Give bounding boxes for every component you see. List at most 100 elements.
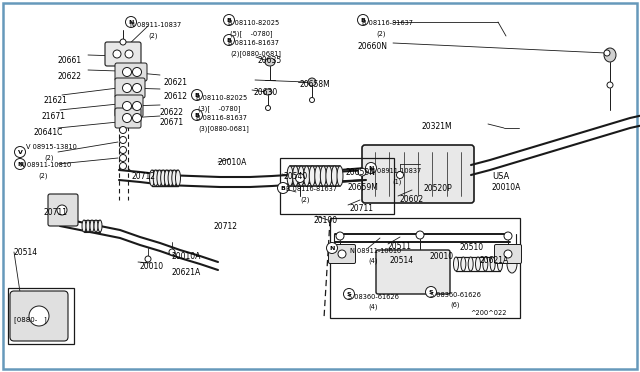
- Circle shape: [365, 163, 376, 173]
- Ellipse shape: [287, 166, 293, 186]
- FancyBboxPatch shape: [115, 95, 143, 117]
- Text: 20660N: 20660N: [358, 42, 388, 51]
- Ellipse shape: [483, 257, 488, 271]
- Text: (1): (1): [392, 178, 401, 185]
- FancyBboxPatch shape: [115, 63, 147, 81]
- Circle shape: [122, 113, 131, 122]
- Ellipse shape: [298, 166, 304, 186]
- Text: B 08110-82025: B 08110-82025: [228, 20, 279, 26]
- Circle shape: [191, 109, 202, 121]
- Circle shape: [125, 50, 133, 58]
- Bar: [280, 158, 394, 214]
- Ellipse shape: [332, 166, 337, 186]
- Circle shape: [426, 286, 436, 298]
- Text: B 08110-82025: B 08110-82025: [196, 95, 247, 101]
- Circle shape: [326, 243, 337, 253]
- Text: N: N: [330, 246, 335, 250]
- Text: (3)[0880-0681]: (3)[0880-0681]: [198, 125, 249, 132]
- FancyBboxPatch shape: [10, 291, 68, 341]
- Text: 20010: 20010: [430, 252, 454, 261]
- Text: 20661: 20661: [58, 56, 82, 65]
- Text: 20010: 20010: [140, 262, 164, 271]
- Ellipse shape: [157, 170, 162, 186]
- Circle shape: [416, 231, 424, 239]
- Text: 20321M: 20321M: [422, 122, 452, 131]
- Text: 20659N: 20659N: [346, 168, 376, 177]
- Text: 20635: 20635: [258, 56, 282, 65]
- Text: (3)[    -0780]: (3)[ -0780]: [198, 105, 241, 112]
- Ellipse shape: [175, 170, 180, 186]
- Ellipse shape: [476, 257, 481, 271]
- Text: 20520P: 20520P: [424, 184, 452, 193]
- Circle shape: [120, 147, 127, 154]
- Text: (5)[    -0780]: (5)[ -0780]: [230, 30, 273, 37]
- FancyBboxPatch shape: [105, 42, 141, 66]
- Text: V 08915-13810: V 08915-13810: [26, 144, 77, 150]
- Text: (2): (2): [44, 154, 54, 160]
- Text: 20511: 20511: [388, 242, 412, 251]
- Text: B: B: [195, 112, 200, 118]
- Text: S: S: [429, 289, 433, 295]
- Text: (2): (2): [376, 30, 385, 36]
- Ellipse shape: [321, 166, 326, 186]
- Text: (2): (2): [148, 32, 157, 38]
- FancyBboxPatch shape: [48, 194, 78, 226]
- Text: 20010A: 20010A: [492, 183, 522, 192]
- FancyBboxPatch shape: [115, 78, 145, 98]
- Ellipse shape: [161, 170, 166, 186]
- Circle shape: [113, 50, 121, 58]
- Circle shape: [310, 97, 314, 103]
- Text: 20711: 20711: [44, 208, 68, 217]
- Text: (6): (6): [450, 302, 460, 308]
- FancyBboxPatch shape: [115, 108, 141, 128]
- Circle shape: [223, 35, 234, 45]
- Text: 20612: 20612: [163, 92, 187, 101]
- Circle shape: [604, 50, 610, 56]
- Text: 20510: 20510: [460, 243, 484, 252]
- Circle shape: [504, 250, 512, 258]
- Ellipse shape: [265, 58, 275, 66]
- Text: 20712: 20712: [132, 172, 156, 181]
- Ellipse shape: [86, 220, 90, 232]
- Circle shape: [132, 83, 141, 93]
- Ellipse shape: [153, 170, 158, 186]
- Ellipse shape: [326, 166, 332, 186]
- Ellipse shape: [168, 170, 173, 186]
- Text: N 08911-10610: N 08911-10610: [350, 248, 401, 254]
- Text: (4): (4): [368, 304, 378, 311]
- Circle shape: [191, 90, 202, 100]
- Text: 20621A: 20621A: [480, 256, 509, 265]
- Text: 20602: 20602: [400, 195, 424, 204]
- Ellipse shape: [82, 220, 86, 232]
- Circle shape: [15, 158, 26, 170]
- Text: 20658M: 20658M: [300, 80, 331, 89]
- Circle shape: [358, 168, 366, 176]
- Text: 20641C: 20641C: [34, 128, 63, 137]
- Ellipse shape: [94, 220, 98, 232]
- Text: 20659M: 20659M: [348, 183, 379, 192]
- Ellipse shape: [172, 170, 177, 186]
- Ellipse shape: [497, 257, 502, 271]
- Text: USA: USA: [492, 172, 509, 181]
- Circle shape: [15, 147, 26, 157]
- Text: 20671: 20671: [160, 118, 184, 127]
- Text: 21621: 21621: [44, 96, 68, 105]
- Text: (2): (2): [300, 196, 310, 202]
- Text: N: N: [17, 161, 22, 167]
- FancyBboxPatch shape: [376, 250, 450, 294]
- Text: 20100: 20100: [314, 216, 338, 225]
- Circle shape: [132, 113, 141, 122]
- Circle shape: [336, 232, 344, 240]
- Circle shape: [132, 102, 141, 110]
- Circle shape: [504, 232, 512, 240]
- FancyBboxPatch shape: [328, 244, 355, 263]
- Text: ^200^022: ^200^022: [470, 310, 506, 316]
- Text: 20010A: 20010A: [172, 252, 202, 261]
- Text: 20514: 20514: [14, 248, 38, 257]
- Circle shape: [120, 126, 127, 134]
- Circle shape: [132, 67, 141, 77]
- Text: B: B: [227, 17, 232, 22]
- Text: [0880-   ]: [0880- ]: [14, 316, 47, 323]
- Text: 20621A: 20621A: [172, 268, 201, 277]
- Ellipse shape: [315, 166, 321, 186]
